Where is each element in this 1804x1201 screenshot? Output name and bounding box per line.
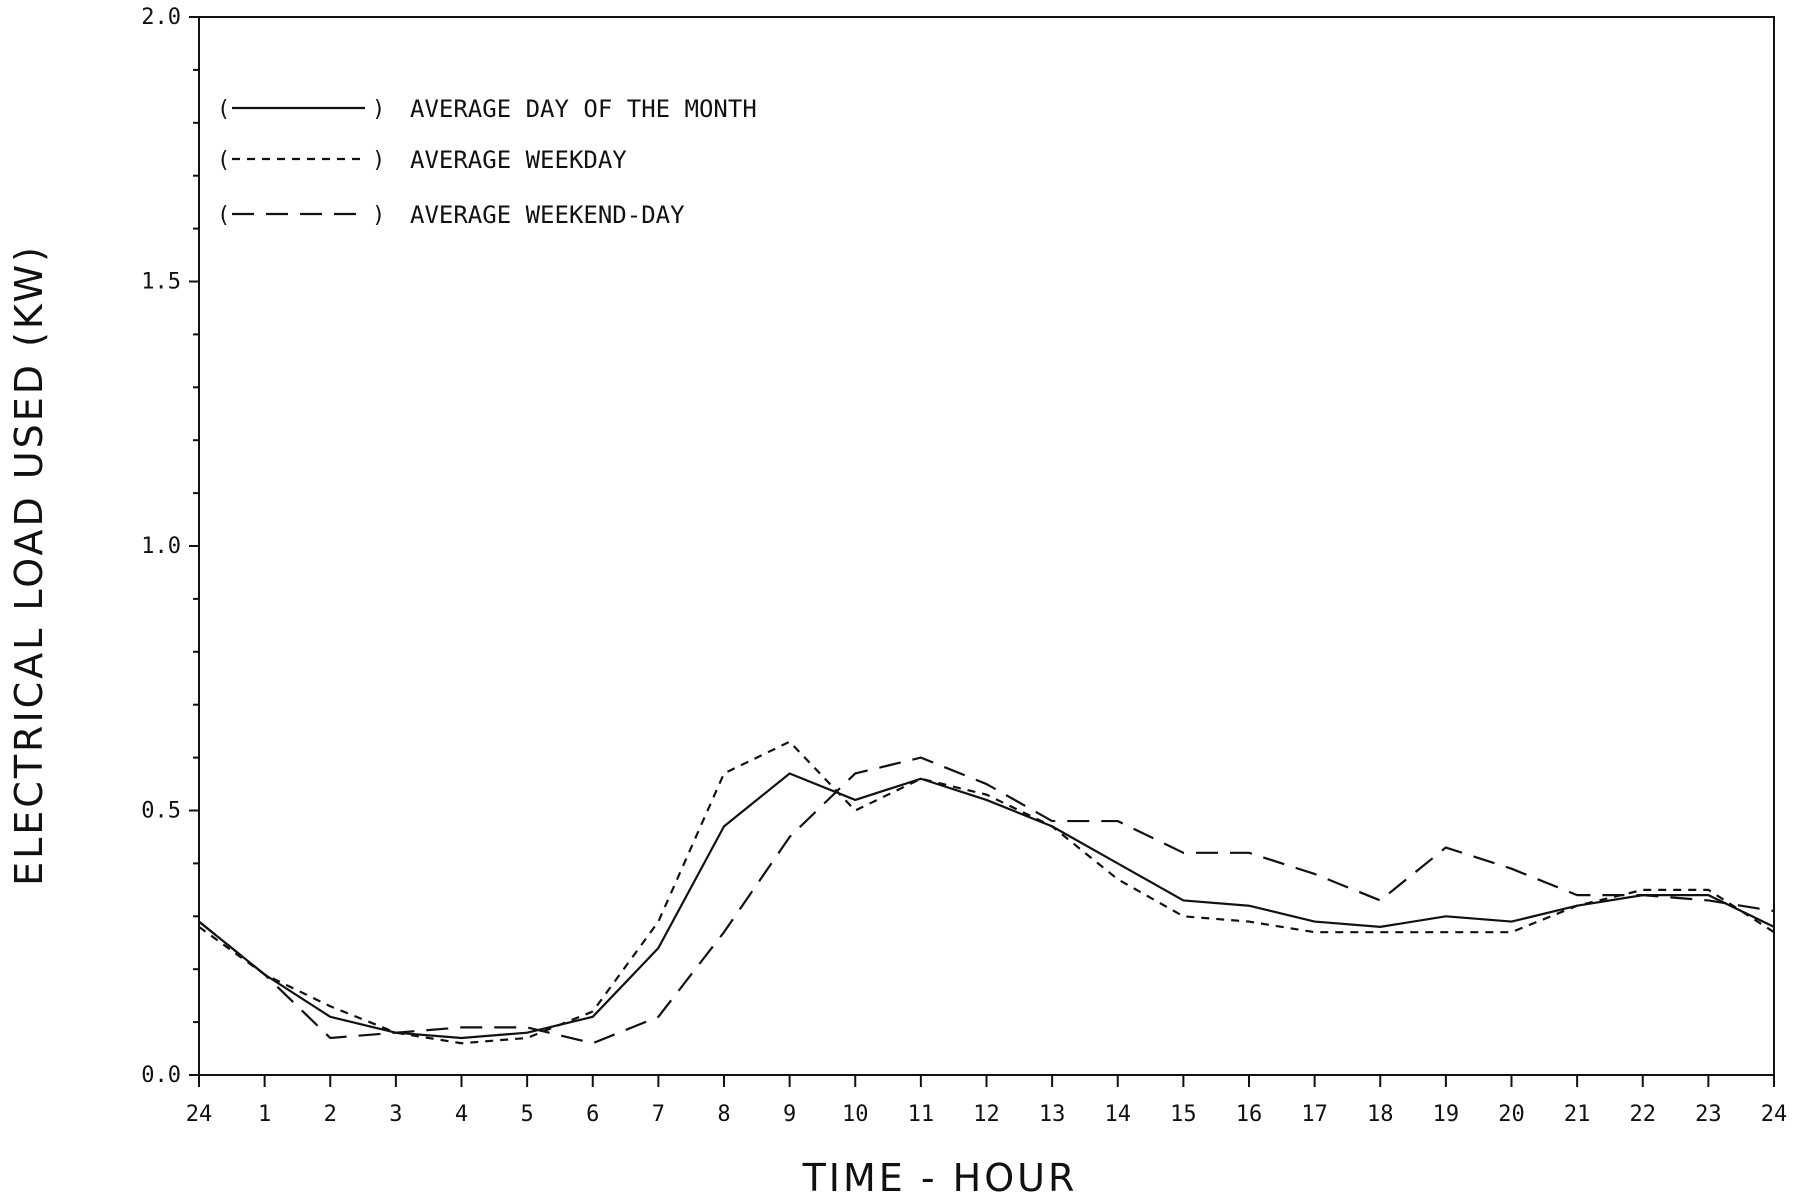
- y-tick-label: 2.0: [141, 5, 181, 30]
- x-tick-label: 12: [973, 1102, 1000, 1127]
- legend-entry: () AVERAGE WEEKDAY: [217, 146, 627, 174]
- x-tick-label: 5: [521, 1102, 534, 1127]
- x-tick-label: 14: [1105, 1102, 1132, 1127]
- x-axis-title: TIME - HOUR: [802, 1156, 1078, 1200]
- legend-open-paren: (: [217, 97, 230, 122]
- x-tick-label: 2: [324, 1102, 337, 1127]
- series-line-1: [198, 772, 1775, 1040]
- legend: () AVERAGE DAY OF THE MONTH () AVERAGE WEEK…: [217, 95, 757, 229]
- legend-label: AVERAGE DAY OF THE MONTH: [410, 95, 757, 123]
- y-axis-title: ELECTRICAL LOAD USED (KW): [7, 244, 51, 886]
- y-tick-label: 1.5: [141, 270, 181, 295]
- x-tick-label: 23: [1695, 1102, 1722, 1127]
- legend-label: AVERAGE WEEKEND-DAY: [410, 201, 685, 229]
- x-tick-label: 9: [783, 1102, 796, 1127]
- series-lines: [198, 740, 1775, 1045]
- x-tick-label: 24: [1761, 1102, 1788, 1127]
- x-tick-label: 8: [717, 1102, 730, 1127]
- legend-close-paren: ): [372, 148, 385, 173]
- x-tick-label: 10: [842, 1102, 869, 1127]
- x-tick-label: 7: [652, 1102, 665, 1127]
- x-tick-label: 22: [1630, 1102, 1657, 1127]
- x-tick-label: 3: [389, 1102, 402, 1127]
- x-tick-label: 11: [908, 1102, 935, 1127]
- legend-close-paren: ): [372, 97, 385, 122]
- y-tick-label: 0.5: [141, 799, 181, 824]
- legend-entry: () AVERAGE WEEKEND-DAY: [217, 201, 685, 229]
- legend-close-paren: ): [372, 203, 385, 228]
- x-tick-label: 21: [1564, 1102, 1591, 1127]
- x-tick-label: 24: [186, 1102, 213, 1127]
- x-tick-label: 17: [1301, 1102, 1328, 1127]
- series-line-3: [198, 756, 1775, 1045]
- y-tick-label: 0.0: [141, 1063, 181, 1088]
- x-tick-label: 16: [1236, 1102, 1263, 1127]
- y-tick-label: 1.0: [141, 534, 181, 559]
- x-tick-label: 4: [455, 1102, 468, 1127]
- x-tick-label: 19: [1433, 1102, 1460, 1127]
- x-tick-label: 20: [1498, 1102, 1525, 1127]
- x-tick-label: 18: [1367, 1102, 1394, 1127]
- x-tick-label: 13: [1039, 1102, 1066, 1127]
- legend-open-paren: (: [217, 203, 230, 228]
- series-line-2: [198, 740, 1775, 1045]
- x-axis: 24 1 2 3 4 5 6 7 8 9 10 11 12 13 14 15 16 17 18 19 20 21 22 23 2…: [186, 1075, 1788, 1127]
- y-axis: 0.0 0.5 1.0 1.5 2.0: [141, 5, 199, 1088]
- x-tick-label: 1: [258, 1102, 271, 1127]
- legend-open-paren: (: [217, 148, 230, 173]
- x-tick-label: 6: [586, 1102, 599, 1127]
- legend-entry: () AVERAGE DAY OF THE MONTH: [217, 95, 757, 123]
- x-tick-label: 15: [1170, 1102, 1197, 1127]
- legend-label: AVERAGE WEEKDAY: [410, 146, 627, 174]
